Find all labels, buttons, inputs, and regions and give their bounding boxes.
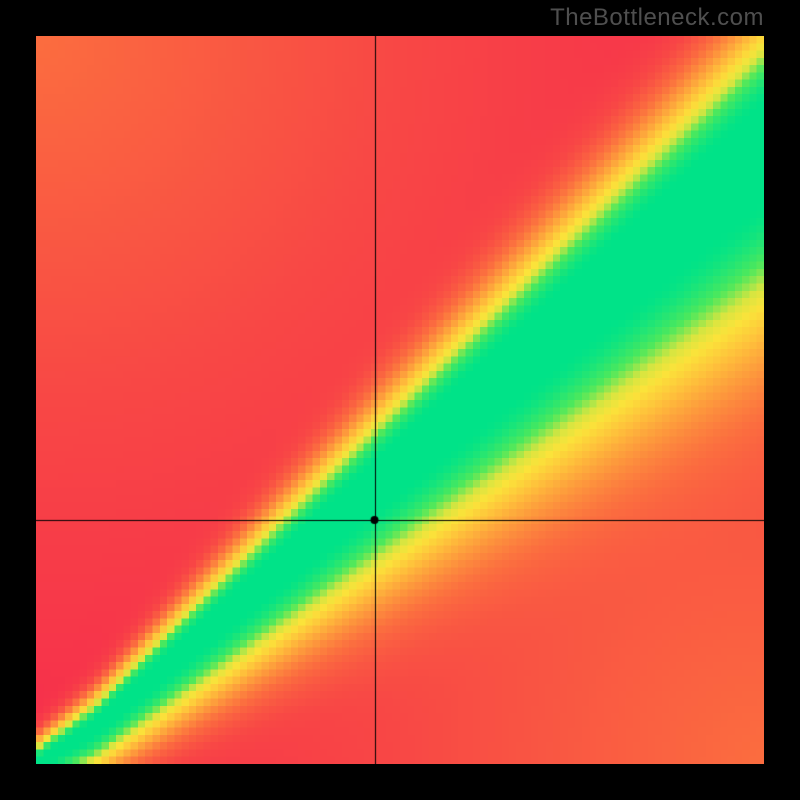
chart-container: TheBottleneck.com	[0, 0, 800, 800]
bottleneck-heatmap	[36, 36, 764, 764]
watermark-text: TheBottleneck.com	[550, 4, 764, 32]
